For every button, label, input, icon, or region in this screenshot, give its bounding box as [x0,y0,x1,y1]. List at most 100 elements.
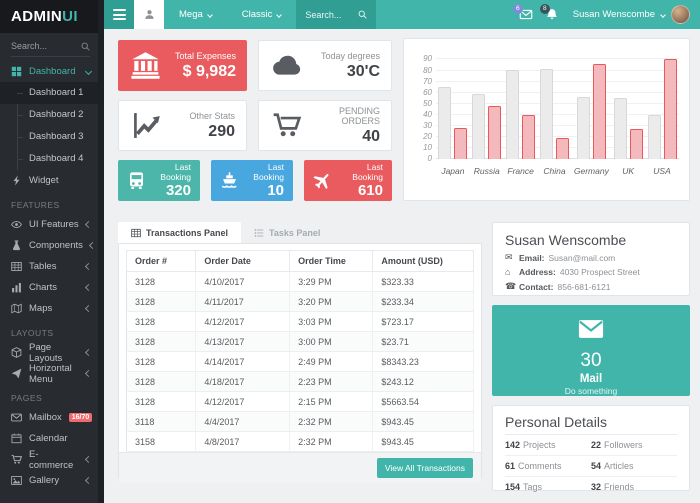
messages-button[interactable]: 6 [512,4,533,21]
table-icon [131,228,141,238]
home-icon: ⌂ [505,267,511,277]
user-tab-button[interactable] [134,0,164,29]
hamburger-menu-button[interactable] [104,0,134,29]
table-cell: 4/8/2017 [195,431,291,452]
table-cell: 3:03 PM [289,311,374,332]
bolt-icon [11,175,22,186]
table-cell: 3118 [126,411,197,432]
sidebar-item-ui-features[interactable]: UI Features [0,214,104,235]
transactions-table: Order # Order Date Order Time Amount (USD) … [125,250,474,452]
notifications-button[interactable]: 8 [539,4,560,21]
table-cell: 4/10/2017 [195,271,291,292]
column-header-order-time: Order Time [289,250,374,272]
table-cell: 2:23 PM [289,371,374,392]
sidebar-item-widget[interactable]: Widget [0,170,104,191]
stat-label: Other Stats [189,110,235,121]
booking-label: Last Booking [253,162,284,182]
tab-tasks-panel[interactable]: Tasks Panel [241,222,333,243]
table-cell: 3128 [126,331,197,352]
view-all-transactions-button[interactable]: View All Transactions [376,458,473,478]
mail-card[interactable]: 30 Mail Do something [492,305,690,396]
image-icon [11,475,22,486]
person-icon [144,9,155,20]
sidebar-item-e-commerce[interactable]: E-commerce [0,449,104,471]
gridline [436,58,679,60]
gridline [436,124,679,126]
chevron-left-icon [84,455,93,464]
sidebar-item-horizontal-menu[interactable]: Horizontal Menu [0,363,104,385]
stat-value: 290 [208,122,235,140]
personal-details-grid: 142 Projects 22 Followers 61 Comments 54 Articl… [505,435,677,497]
sidebar-item-page-layouts[interactable]: Page Layouts [0,341,104,364]
chart-grid: 0 10 20 30 40 50 60 70 80 90 [423,54,679,163]
chart-group-uk: UK [613,55,643,183]
table-cell: $943.45 [372,411,474,432]
sidebar-item-dashboard-4[interactable]: Dashboard 4 [0,148,104,170]
sidebar-item-tables[interactable]: Tables [0,256,104,277]
sidebar-item-dashboard-2[interactable]: Dashboard 2 [0,104,104,126]
chevron-down-icon [206,11,213,18]
bar-pink [556,138,569,159]
booking-label: Last Booking [160,162,191,182]
y-tick-label: 10 [423,142,432,152]
sidebar-item-dashboard[interactable]: Dashboard [0,61,104,82]
sidebar-item-label: Tables [29,261,57,272]
table-cell: 3:00 PM [289,331,374,352]
sidebar-section-header-features: FEATURES [11,200,60,210]
user-menu[interactable]: Susan Wenscombe [573,5,690,24]
sidebar-item-charts[interactable]: Charts [0,277,104,298]
booking-value: 610 [357,182,383,199]
sidebar-item-dashboard-1[interactable]: Dashboard 1 [0,82,104,104]
bar-pink [629,129,643,159]
table-cell: 4/12/2017 [195,391,291,412]
search-icon [81,42,90,51]
stat-value: 40 [362,127,380,145]
sidebar-item-components[interactable]: Components [0,235,104,256]
x-tick-label: Russia [473,166,500,176]
sidebar-item-label: Page Layouts [29,341,63,364]
booking-value: 10 [267,182,284,199]
line-chart-icon [130,111,163,140]
envelope-icon: ✉ [505,252,513,262]
sidebar-item-mailbox[interactable]: Mailbox 16/70 [0,407,104,428]
table-icon [11,261,22,272]
table-cell: $243.12 [372,371,474,392]
table-cell: $5663.54 [372,391,474,412]
navbar-search-placeholder: Search... [305,9,342,20]
y-tick-label: 70 [423,76,432,86]
table-cell: 4/14/2017 [195,351,291,372]
bank-icon [129,51,162,80]
last-booking-plane-card: Last Booking 610 [304,160,392,201]
mailbox-badge: 16/70 [68,413,93,422]
sidebar-submenu: Dashboard 1 Dashboard 2 Dashboard 3 Dashboa… [0,82,104,170]
sidebar: ADMIN UI Search... Dashboard Dashboard 1 Da… [0,0,104,503]
tab-transactions-panel[interactable]: Transactions Panel [118,222,242,243]
table-row: 3128 4/13/2017 3:00 PM $23.71 [126,331,474,352]
paper-plane-icon [11,368,22,379]
sidebar-search-input[interactable]: Search... [11,41,90,57]
user-name: Susan Wenscombe [572,9,655,20]
table-row: 3118 4/4/2017 2:32 PM $943.45 [126,411,474,432]
sidebar-item-maps[interactable]: Maps [0,298,104,319]
table-row: 3158 4/8/2017 2:32 PM $943.45 [126,431,474,452]
bar-pink [663,59,677,159]
x-tick-label: UK [622,166,635,176]
table-cell: 4/18/2017 [195,371,291,392]
sidebar-item-gallery[interactable]: Gallery [0,470,104,491]
sidebar-item-calendar[interactable]: Calendar [0,428,104,449]
tasks-icon [254,228,264,238]
app-logo: ADMIN UI [0,0,104,33]
avatar [671,5,690,24]
tab-label: Transactions Panel [146,227,229,238]
nav-menu-classic[interactable]: Classic [227,0,297,29]
table-cell: 3128 [126,311,197,332]
sidebar-search-placeholder: Search... [11,41,48,51]
y-tick-label: 60 [423,87,432,97]
navbar-search-input[interactable]: Search... [296,0,377,29]
personal-stat-friends: 32 Friends [591,482,635,492]
envelope-icon [11,412,22,423]
nav-menu-mega[interactable]: Mega [164,0,227,29]
personal-stat-comments: 61 Comments [505,456,591,477]
sidebar-item-dashboard-3[interactable]: Dashboard 3 [0,126,104,148]
bar-gray [540,69,553,159]
